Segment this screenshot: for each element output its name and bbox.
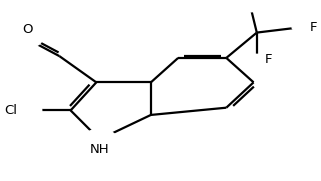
Circle shape: [292, 22, 311, 33]
Circle shape: [241, 1, 260, 12]
Circle shape: [247, 54, 266, 65]
Circle shape: [82, 129, 117, 149]
Text: F: F: [310, 21, 317, 34]
Text: O: O: [22, 23, 32, 36]
Circle shape: [6, 100, 42, 120]
Text: F: F: [243, 0, 251, 3]
Text: NH: NH: [90, 143, 109, 156]
Text: Cl: Cl: [5, 104, 18, 117]
Circle shape: [16, 33, 42, 47]
Text: F: F: [265, 53, 272, 66]
